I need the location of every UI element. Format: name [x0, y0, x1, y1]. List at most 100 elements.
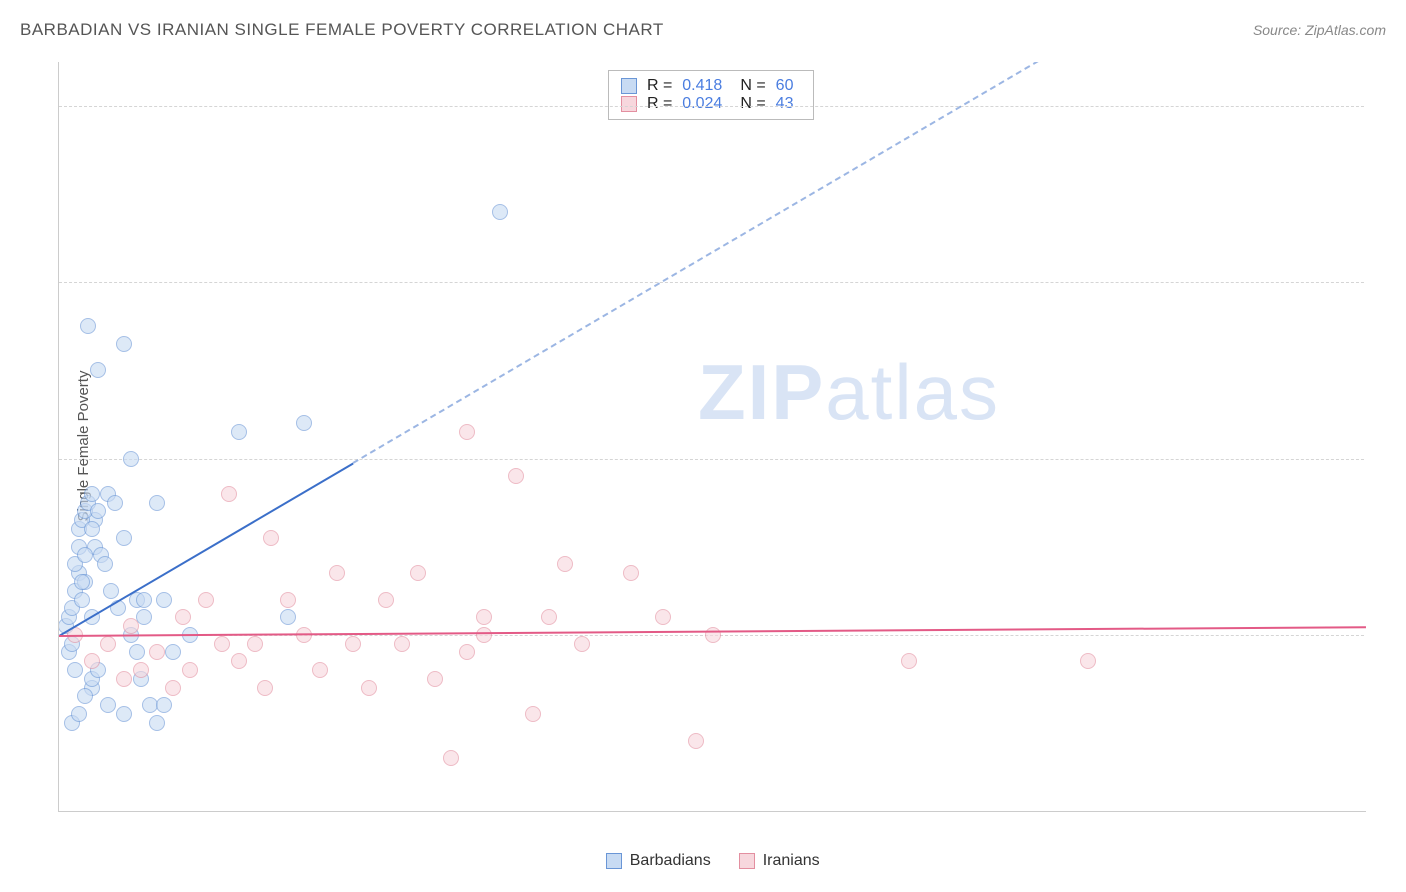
data-point	[231, 424, 247, 440]
data-point	[557, 556, 573, 572]
data-point	[508, 468, 524, 484]
x-tick	[451, 811, 452, 812]
data-point	[476, 609, 492, 625]
scatter-chart: Single Female Poverty ZIPatlas R = 0.418…	[48, 50, 1376, 842]
x-tick	[59, 811, 60, 812]
trend-line	[353, 62, 1366, 464]
data-point	[214, 636, 230, 652]
legend-label: Iranians	[763, 852, 820, 870]
data-point	[459, 644, 475, 660]
data-point	[156, 697, 172, 713]
data-point	[116, 706, 132, 722]
stat-r-label: R =	[647, 77, 672, 95]
stats-row: R = 0.024N = 43	[621, 95, 802, 113]
gridline	[59, 106, 1366, 107]
gridline	[59, 282, 1366, 283]
data-point	[198, 592, 214, 608]
data-point	[329, 565, 345, 581]
stats-row: R = 0.418 N = 60	[621, 77, 802, 95]
gridline	[59, 459, 1366, 460]
legend-swatch	[739, 853, 755, 869]
legend-item: Iranians	[739, 852, 820, 870]
series-swatch	[621, 78, 637, 94]
data-point	[74, 592, 90, 608]
stat-n-label: N =	[740, 95, 765, 113]
legend-label: Barbadians	[630, 852, 711, 870]
data-point	[378, 592, 394, 608]
stats-box: R = 0.418 N = 60R = 0.024N = 43	[608, 70, 815, 120]
data-point	[100, 697, 116, 713]
data-point	[116, 336, 132, 352]
data-point	[705, 627, 721, 643]
stat-n-value: 60	[776, 77, 794, 95]
data-point	[107, 495, 123, 511]
data-point	[123, 451, 139, 467]
data-point	[1080, 653, 1096, 669]
data-point	[655, 609, 671, 625]
data-point	[688, 733, 704, 749]
x-tick	[713, 811, 714, 812]
data-point	[80, 318, 96, 334]
data-point	[247, 636, 263, 652]
data-point	[221, 486, 237, 502]
series-swatch	[621, 96, 637, 112]
data-point	[296, 415, 312, 431]
data-point	[263, 530, 279, 546]
chart-legend: Barbadians Iranians	[606, 852, 820, 870]
data-point	[97, 556, 113, 572]
chart-title: BARBADIAN VS IRANIAN SINGLE FEMALE POVER…	[20, 20, 664, 40]
data-point	[231, 653, 247, 669]
x-tick	[190, 811, 191, 812]
stat-r-label: R =	[647, 95, 672, 113]
data-point	[90, 362, 106, 378]
data-point	[525, 706, 541, 722]
x-tick	[1235, 811, 1236, 812]
data-point	[175, 609, 191, 625]
data-point	[427, 671, 443, 687]
data-point	[149, 715, 165, 731]
watermark: ZIPatlas	[698, 347, 1000, 438]
x-tick	[974, 811, 975, 812]
data-point	[165, 680, 181, 696]
x-tick	[1105, 811, 1106, 812]
data-point	[116, 530, 132, 546]
x-tick	[582, 811, 583, 812]
data-point	[71, 706, 87, 722]
data-point	[280, 592, 296, 608]
stat-n-label: N =	[740, 77, 765, 95]
legend-swatch	[606, 853, 622, 869]
stat-r-value: 0.418	[682, 77, 722, 95]
data-point	[492, 204, 508, 220]
data-point	[77, 547, 93, 563]
data-point	[280, 609, 296, 625]
data-point	[459, 424, 475, 440]
data-point	[129, 644, 145, 660]
data-point	[257, 680, 273, 696]
x-tick	[320, 811, 321, 812]
data-point	[182, 662, 198, 678]
data-point	[84, 486, 100, 502]
x-tick	[843, 811, 844, 812]
data-point	[149, 644, 165, 660]
data-point	[84, 521, 100, 537]
data-point	[133, 662, 149, 678]
data-point	[116, 671, 132, 687]
data-point	[312, 662, 328, 678]
data-point	[100, 636, 116, 652]
data-point	[574, 636, 590, 652]
data-point	[156, 592, 172, 608]
data-point	[165, 644, 181, 660]
data-point	[443, 750, 459, 766]
data-point	[345, 636, 361, 652]
data-point	[74, 574, 90, 590]
data-point	[394, 636, 410, 652]
data-point	[476, 627, 492, 643]
source-attribution: Source: ZipAtlas.com	[1253, 22, 1386, 38]
legend-item: Barbadians	[606, 852, 711, 870]
data-point	[361, 680, 377, 696]
data-point	[541, 609, 557, 625]
data-point	[67, 662, 83, 678]
data-point	[84, 653, 100, 669]
data-point	[136, 592, 152, 608]
data-point	[410, 565, 426, 581]
